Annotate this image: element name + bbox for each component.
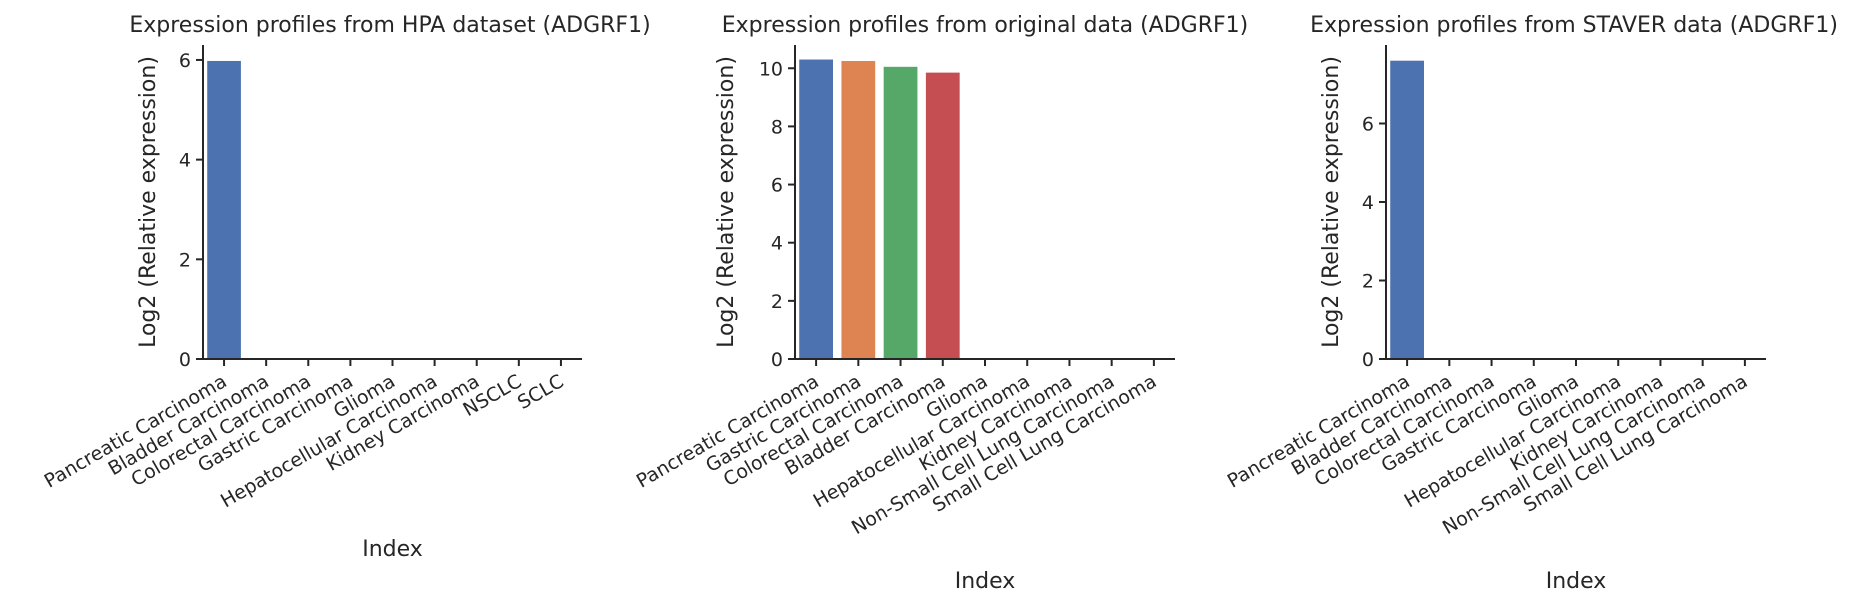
bar-3: [883, 66, 918, 360]
bar-1: [207, 60, 241, 359]
chart-title: Expression profiles from original data (…: [722, 13, 1248, 38]
y-axis-label: Log2 (Relative expression): [714, 56, 739, 348]
y-axis-label: Log2 (Relative expression): [1319, 56, 1344, 348]
chart-panel-3: Expression profiles from STAVER data (AD…: [1224, 13, 1838, 594]
x-axis-label: Index: [362, 537, 423, 562]
y-tick-label: 4: [179, 150, 191, 172]
y-tick-label: 6: [771, 175, 783, 197]
bar-1: [799, 59, 833, 359]
y-tick-label: 0: [179, 349, 191, 371]
y-tick-label: 10: [759, 58, 783, 80]
y-tick-label: 4: [1362, 192, 1374, 214]
y-tick-label: 8: [771, 116, 783, 138]
y-tick-label: 2: [771, 291, 783, 313]
bar-1: [1390, 60, 1424, 359]
y-tick-label: 0: [1362, 349, 1374, 371]
y-tick-label: 4: [771, 233, 783, 255]
x-axis-label: Index: [955, 569, 1016, 594]
bar-4: [925, 72, 960, 360]
y-tick-label: 6: [179, 50, 191, 72]
y-axis-label: Log2 (Relative expression): [136, 56, 161, 348]
y-tick-label: 2: [1362, 271, 1374, 293]
chart-panel-1: Expression profiles from HPA dataset (AD…: [41, 13, 651, 562]
y-tick-label: 2: [179, 249, 191, 271]
y-tick-label: 6: [1362, 114, 1374, 136]
chart-title: Expression profiles from HPA dataset (AD…: [129, 13, 650, 38]
chart-panel-2: Expression profiles from original data (…: [633, 13, 1248, 594]
bar-2: [841, 60, 876, 359]
x-tick-label: SCLC: [514, 370, 568, 414]
y-tick-label: 0: [771, 349, 783, 371]
chart-title: Expression profiles from STAVER data (AD…: [1310, 13, 1838, 38]
x-axis-label: Index: [1546, 569, 1607, 594]
